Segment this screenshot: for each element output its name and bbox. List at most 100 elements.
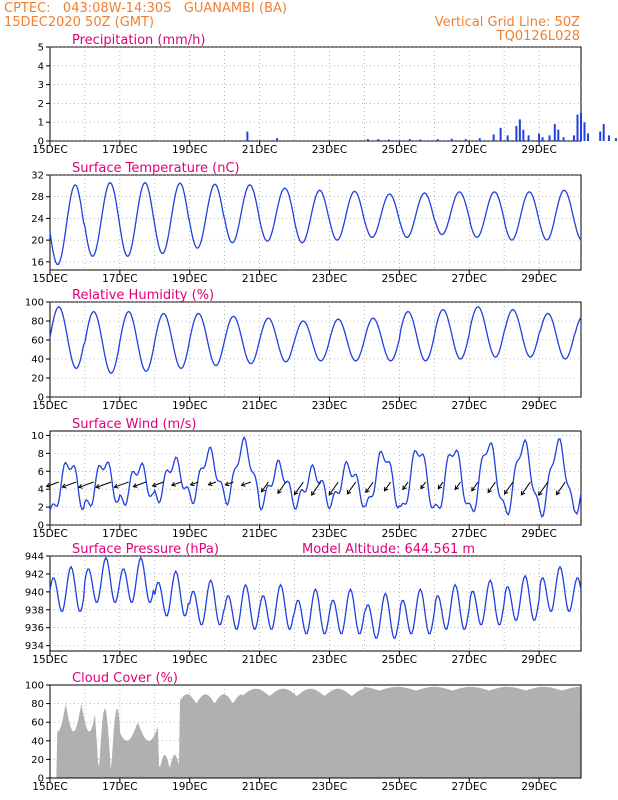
y-tick-label: 100 [25, 298, 44, 309]
header-line2-right: TQ0126L028 [496, 29, 580, 44]
wind-arrow-head [402, 485, 407, 491]
y-tick-label: 28 [31, 192, 44, 203]
precip-bar [464, 139, 467, 141]
panel-title: Precipitation (mm/h) [72, 33, 205, 48]
y-tick-label: 3 [38, 80, 44, 91]
wind-arrow [133, 481, 147, 488]
wind-arrow-head [240, 482, 246, 487]
wind-arrow-head [503, 489, 509, 495]
precip-bar [586, 133, 589, 141]
wind-arrow [365, 481, 374, 493]
panel-6: 0 20 40 60 80 100 15DEC 17DEC 19DEC 21DEC 23DEC 25D… [25, 671, 582, 793]
precip-bar [602, 124, 605, 141]
x-tick-label: 21DEC [242, 781, 277, 793]
y-tick-label: 32 [31, 171, 44, 182]
precip-bar [478, 138, 481, 141]
precip-bar [527, 135, 530, 141]
wind-arrow-head [132, 483, 138, 488]
x-tick-label: 15DEC [32, 144, 67, 156]
series-line [49, 435, 582, 518]
wind-arrow [402, 481, 409, 490]
y-tick-label: 100 [25, 681, 44, 692]
y-tick-label: 24 [31, 214, 44, 225]
x-tick-label: 17DEC [102, 654, 137, 666]
precip-bar [548, 135, 551, 141]
x-tick-label: 15DEC [32, 273, 67, 285]
x-tick-label: 23DEC [312, 144, 347, 156]
precip-bar [562, 137, 565, 141]
panel-frame [49, 46, 582, 142]
x-tick-label: 23DEC [312, 400, 347, 412]
wind-arrow [437, 481, 444, 489]
wind-arrow [454, 481, 461, 490]
wind-arrow-head [189, 481, 195, 487]
header-line1-left: CPTEC: 043:08W-14:30S GUANAMBI (BA) [4, 1, 287, 16]
wind-arrow [208, 481, 217, 486]
x-tick-label: 29DEC [521, 400, 556, 412]
cloud-area [50, 686, 581, 778]
wind-arrow [311, 481, 322, 496]
wind-arrow [294, 481, 304, 495]
wind-arrow [225, 481, 234, 486]
panel-frame [49, 555, 582, 652]
wind-arrow-head [538, 491, 543, 496]
wind-arrow-head [45, 483, 51, 488]
wind-arrow [261, 481, 269, 493]
y-tick-label: 80 [31, 699, 44, 710]
wind-arrow-head [95, 484, 101, 489]
x-tick-label: 17DEC [102, 273, 137, 285]
y-tick-label: 5 [38, 43, 44, 54]
wind-arrow [114, 481, 129, 488]
wind-arrow-head [487, 488, 492, 494]
y-tick-label: 0 [38, 393, 44, 404]
precip-bar [522, 129, 525, 141]
x-tick-label: 15DEC [32, 781, 67, 793]
wind-arrow [504, 481, 514, 495]
x-tick-label: 17DEC [102, 528, 137, 540]
precip-bar [387, 139, 390, 141]
y-tick-label: 942 [25, 569, 44, 580]
wind-arrow-head [311, 491, 316, 496]
x-tick-label: 25DEC [382, 400, 417, 412]
y-tick-label: 60 [31, 718, 44, 729]
y-tick-label: 40 [31, 736, 44, 747]
y-tick-label: 2 [38, 99, 44, 110]
x-tick-label: 25DEC [382, 144, 417, 156]
x-tick-label: 23DEC [312, 528, 347, 540]
precip-bar [607, 135, 610, 141]
x-tick-label: 27DEC [451, 273, 486, 285]
precip-bar [557, 129, 560, 141]
wind-arrow-head [293, 490, 299, 496]
x-tick-label: 29DEC [521, 528, 556, 540]
x-tick-label: 15DEC [32, 654, 67, 666]
wind-arrow-head [383, 486, 389, 492]
wind-arrow-head [328, 490, 334, 496]
precip-bar [246, 131, 249, 141]
wind-arrow [538, 481, 549, 496]
x-tick-label: 19DEC [172, 273, 207, 285]
x-tick-label: 21DEC [242, 144, 277, 156]
wind-arrow-head [420, 484, 425, 490]
x-tick-label: 27DEC [451, 781, 486, 793]
panel-4: 0 2 4 6 8 10 15DEC 17DEC 19DEC 21DEC 23DEC 25DEC 27D… [31, 417, 582, 540]
panel-5: 934 936 938 940 942 944 15DEC 17DEC 19DEC 21DEC 23… [25, 542, 582, 666]
y-tick-label: 1 [38, 118, 44, 129]
x-tick-label: 23DEC [312, 654, 347, 666]
wind-arrow [471, 481, 479, 492]
wind-arrow [78, 481, 94, 488]
precip-bar [553, 124, 556, 141]
x-tick-label: 27DEC [451, 400, 486, 412]
wind-arrow [46, 481, 59, 487]
x-tick-label: 23DEC [312, 273, 347, 285]
precip-bar [583, 122, 586, 141]
x-tick-label: 15DEC [32, 528, 67, 540]
wind-arrow [152, 481, 164, 487]
panel-annotation: Model Altitude: 644.561 m [302, 542, 475, 557]
x-tick-label: 21DEC [242, 654, 277, 666]
x-tick-label: 21DEC [242, 273, 277, 285]
y-tick-label: 20 [31, 374, 44, 385]
wind-arrow-head [113, 483, 119, 489]
x-tick-label: 23DEC [312, 781, 347, 793]
precip-bar [599, 131, 602, 141]
